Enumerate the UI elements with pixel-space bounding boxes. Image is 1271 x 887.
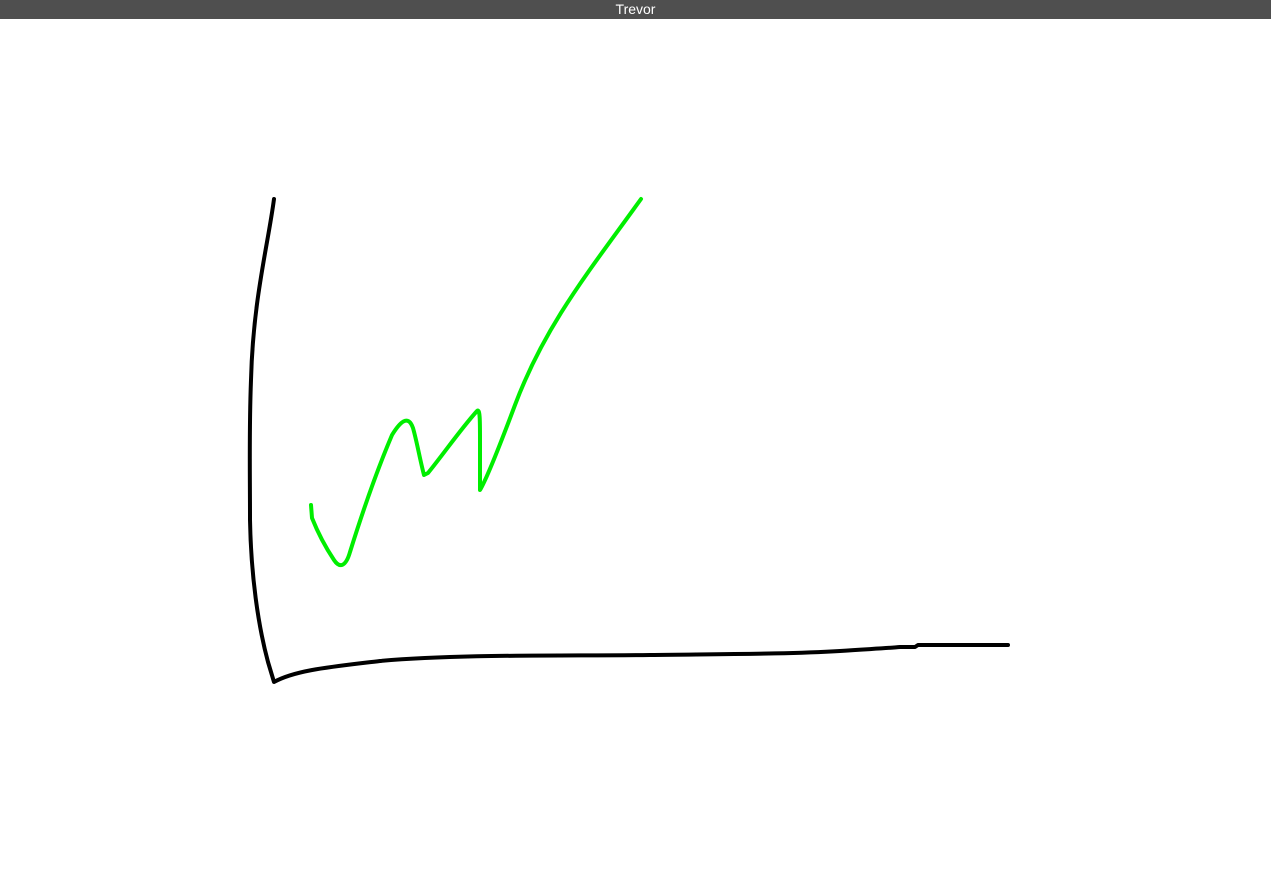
drawing-surface[interactable] — [0, 19, 1271, 887]
black-axes-stroke — [247, 197, 1010, 684]
drawing-canvas[interactable] — [0, 19, 1271, 887]
green-line-stroke — [309, 197, 643, 568]
window-titlebar[interactable]: Trevor — [0, 0, 1271, 19]
window-title: Trevor — [615, 1, 656, 17]
